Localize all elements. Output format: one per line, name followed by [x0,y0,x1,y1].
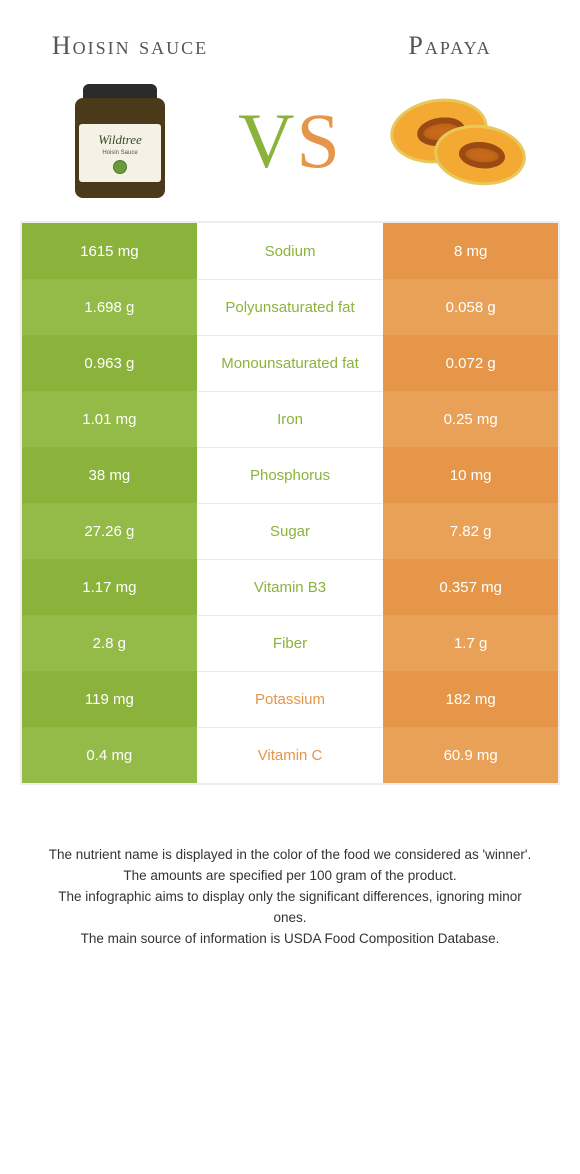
nutrient-label: Sodium [197,223,384,279]
nutrient-label: Polyunsaturated fat [197,279,384,335]
right-value: 0.058 g [383,279,558,335]
nutrient-label: Sugar [197,503,384,559]
footnote-3: The infographic aims to display only the… [40,887,540,929]
nutrient-label: Vitamin C [197,727,384,783]
footnote-1: The nutrient name is displayed in the co… [40,845,540,866]
footnote-2: The amounts are specified per 100 gram o… [40,866,540,887]
right-food-image [390,81,530,201]
left-value: 0.4 mg [22,727,197,783]
left-food-image: Wildtree Hoisin Sauce [50,81,190,201]
left-value: 2.8 g [22,615,197,671]
nutrient-table: 1615 mgSodium8 mg1.698 gPolyunsaturated … [20,221,560,785]
papaya-icon [390,91,530,191]
nutrient-label: Phosphorus [197,447,384,503]
jar-brand: Wildtree [98,132,142,148]
left-value: 1.698 g [22,279,197,335]
right-value: 60.9 mg [383,727,558,783]
table-row: 2.8 gFiber1.7 g [22,615,558,671]
jar-sub: Hoisin Sauce [102,150,137,156]
left-value: 1615 mg [22,223,197,279]
vs-v: V [238,97,296,184]
vs-label: VS [238,96,342,186]
right-value: 7.82 g [383,503,558,559]
nutrient-label: Iron [197,391,384,447]
table-row: 0.4 mgVitamin C60.9 mg [22,727,558,783]
table-row: 1615 mgSodium8 mg [22,223,558,279]
table-row: 119 mgPotassium182 mg [22,671,558,727]
vs-s: S [296,97,341,184]
left-value: 27.26 g [22,503,197,559]
table-row: 0.963 gMonounsaturated fat0.072 g [22,335,558,391]
table-row: 1.17 mgVitamin B30.357 mg [22,559,558,615]
right-value: 8 mg [383,223,558,279]
table-row: 38 mgPhosphorus10 mg [22,447,558,503]
nutrient-label: Monounsaturated fat [197,335,384,391]
right-value: 0.25 mg [383,391,558,447]
footnotes: The nutrient name is displayed in the co… [0,845,580,950]
left-value: 38 mg [22,447,197,503]
right-value: 1.7 g [383,615,558,671]
vs-row: Wildtree Hoisin Sauce VS [0,71,580,221]
nutrient-label: Vitamin B3 [197,559,384,615]
left-value: 1.17 mg [22,559,197,615]
right-value: 10 mg [383,447,558,503]
hoisin-jar-icon: Wildtree Hoisin Sauce [75,84,165,199]
table-row: 1.698 gPolyunsaturated fat0.058 g [22,279,558,335]
left-food-title: Hoisin sauce [40,30,220,61]
right-value: 0.072 g [383,335,558,391]
left-value: 0.963 g [22,335,197,391]
header: Hoisin sauce Papaya [0,0,580,71]
left-value: 1.01 mg [22,391,197,447]
right-value: 182 mg [383,671,558,727]
organic-badge-icon [113,160,127,174]
left-value: 119 mg [22,671,197,727]
right-value: 0.357 mg [383,559,558,615]
nutrient-label: Fiber [197,615,384,671]
footnote-4: The main source of information is USDA F… [40,929,540,950]
nutrient-label: Potassium [197,671,384,727]
table-row: 27.26 gSugar7.82 g [22,503,558,559]
table-row: 1.01 mgIron0.25 mg [22,391,558,447]
right-food-title: Papaya [360,30,540,61]
